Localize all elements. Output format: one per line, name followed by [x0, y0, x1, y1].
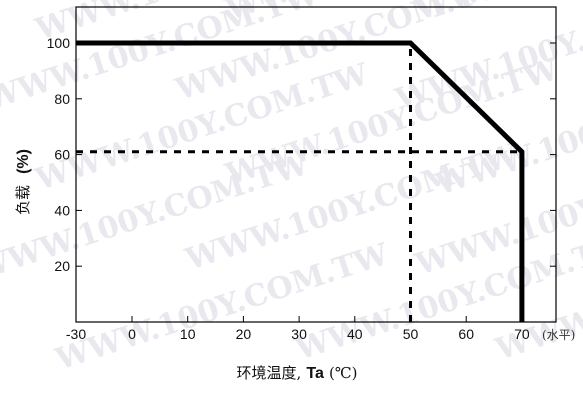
y-tick-label: 40: [54, 202, 70, 218]
x-axis-label-unit: (℃): [329, 364, 357, 382]
tick-layer: -30 0 10 20 30 40 50 60 70 20 40 60 80 100: [47, 35, 556, 342]
y-tick-label: 60: [54, 147, 70, 163]
y-axis-label: 负载 (%): [13, 149, 32, 215]
x-axis-unit-note: (水平): [542, 328, 575, 342]
y-tick-label: 100: [47, 35, 71, 51]
x-tick-label: -30: [66, 326, 86, 342]
y-tick-label: 20: [54, 258, 70, 274]
y-tick-label: 80: [54, 91, 70, 107]
x-tick-label: 60: [458, 326, 474, 342]
y-axis-label-unit: (%): [15, 149, 32, 174]
x-tick-label: 30: [291, 326, 307, 342]
x-axis-label-symbol: Ta: [306, 365, 324, 382]
x-tick-label: 10: [180, 326, 196, 342]
x-axis-label-main: 环境温度,: [237, 364, 302, 382]
derating-curve: [76, 40, 525, 322]
x-tick-label: 50: [403, 326, 419, 342]
y-axis-label-main: 负载: [14, 185, 32, 215]
watermark-layer: WWW.100Y.COM.TWWWW.100Y.COM.TWWWW.100Y.C…: [0, 0, 583, 378]
x-tick-label: 0: [128, 326, 136, 342]
x-tick-label: 40: [347, 326, 363, 342]
x-tick-label: 20: [236, 326, 252, 342]
plot-frame: [75, 6, 557, 323]
plot-area: [75, 6, 557, 323]
x-axis-label: 环境温度, Ta (℃): [237, 363, 358, 382]
x-tick-label: 70: [514, 326, 530, 342]
